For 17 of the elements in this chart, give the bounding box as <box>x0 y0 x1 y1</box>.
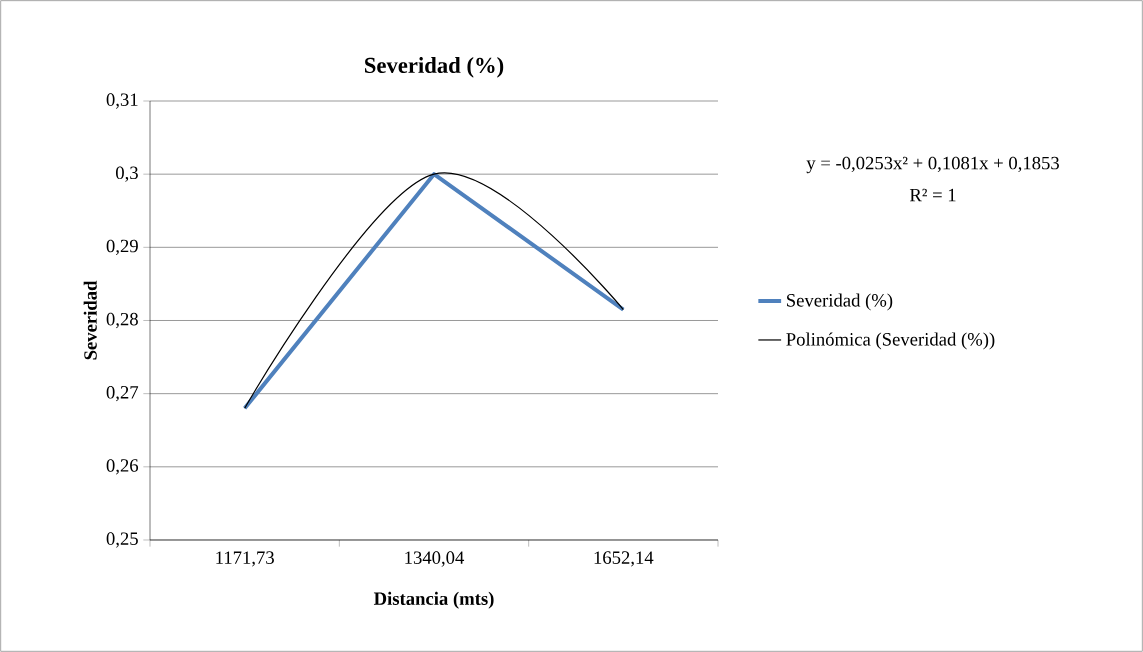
y-axis-title: Severidad <box>83 280 97 360</box>
text: y = -0,0253x² + 0,1081x + 0,1853 <box>806 156 1059 174</box>
legend-label: Polinómica (Severidad (%)) <box>786 332 995 350</box>
y-tick-label: 0,3 <box>116 166 138 182</box>
x-axis-title: Distancia (mts) <box>373 591 494 609</box>
x-tick-label: 1340,04 <box>405 551 465 567</box>
x-tick-label: 1171,73 <box>216 551 274 567</box>
chart-title: Severidad (%) <box>365 57 504 78</box>
y-tick-label: 0,25 <box>106 532 138 548</box>
y-tick-label: 0,26 <box>106 459 139 475</box>
legend-label: Severidad (%) <box>787 293 893 311</box>
text: R² = 1 <box>909 188 956 202</box>
y-tick-label: 0,31 <box>106 93 138 109</box>
y-tick-label: 0,28 <box>106 312 138 329</box>
x-tick-label: 1652,14 <box>594 551 654 567</box>
y-tick-label: 0,29 <box>106 239 138 255</box>
y-tick-label: 0,27 <box>106 386 139 402</box>
